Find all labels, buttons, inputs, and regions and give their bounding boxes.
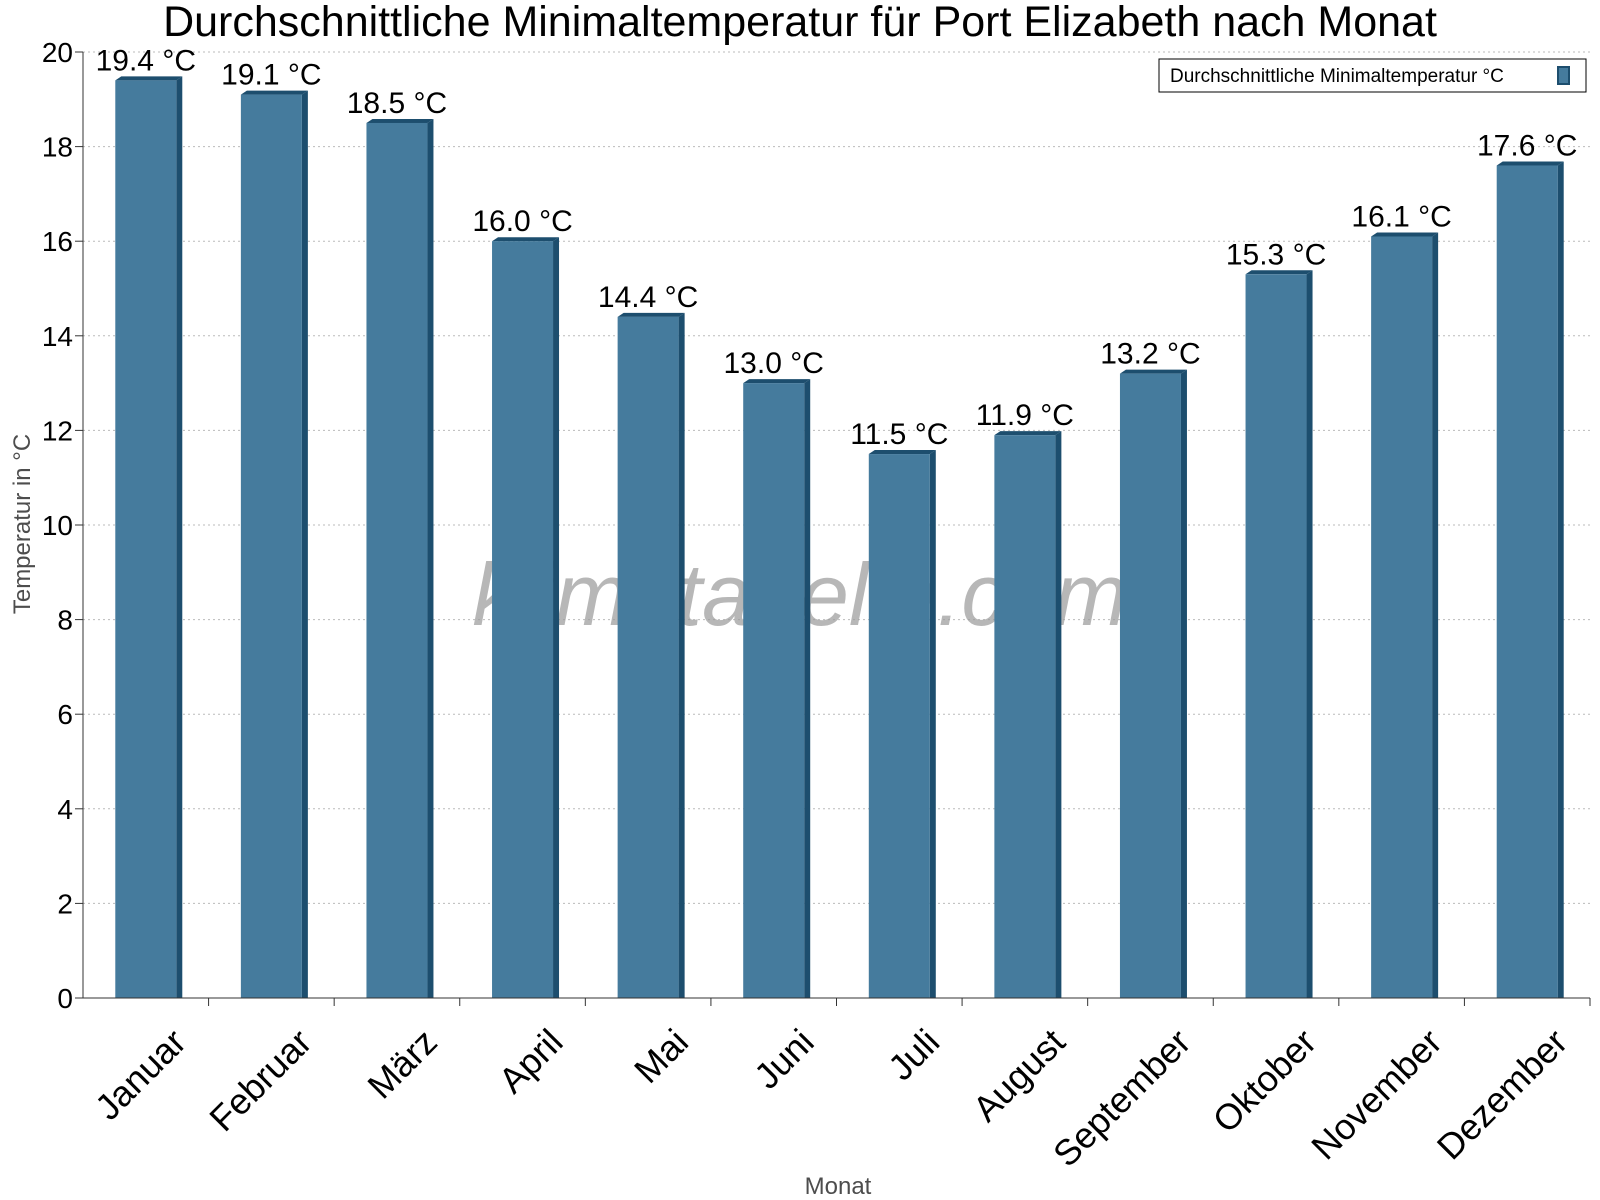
y-tick-label: 12 [42,415,73,446]
bar-side [1180,369,1187,998]
bar-juni [743,383,805,999]
x-tick-label: September [1045,1021,1199,1175]
y-tick-label: 0 [57,983,73,1014]
value-label: 13.2 °C [1100,338,1200,371]
value-label: 13.0 °C [724,347,824,380]
value-label: 19.4 °C [96,44,196,77]
bar-dezember [1496,165,1558,998]
bar-side [1557,161,1564,998]
legend-swatch [1557,66,1570,85]
y-tick-label: 14 [42,321,73,352]
y-tick-label: 8 [57,605,73,636]
bar-mai [617,316,679,998]
bar-side [929,450,936,998]
y-tick-label: 16 [42,226,73,257]
bar-top [115,76,183,81]
bar-top [1245,270,1313,275]
bar-juli [868,454,930,998]
y-tick-label: 2 [57,888,73,919]
bar-top [1119,369,1187,374]
legend-label: Durchschnittliche Minimaltemperatur °C [1170,66,1504,87]
y-tick-label: 18 [42,132,73,163]
value-label: 18.5 °C [347,87,447,120]
bar-top [617,312,685,317]
x-tick-label: April [491,1021,571,1101]
value-label: 19.1 °C [221,59,321,92]
y-tick-label: 6 [57,699,73,730]
value-label: 17.6 °C [1477,130,1577,163]
bar-november [1371,236,1433,999]
value-label: 14.4 °C [598,281,698,314]
bar-side [1306,270,1313,998]
x-tick-label: November [1303,1021,1449,1167]
value-label: 16.0 °C [472,205,572,238]
value-label: 11.9 °C [976,399,1074,432]
bar-august [994,435,1056,998]
bar-side [1432,232,1439,999]
bar-februar [240,94,302,998]
x-tick-label: Mai [626,1021,696,1091]
bars: 19.4 °C 19.1 °C 18.5 °C 16.0 °C 14.4 °C 13.0 … [96,44,1577,999]
x-tick-label: März [359,1021,445,1107]
bar-side [553,237,560,998]
bar-top [366,118,434,123]
bar-top [868,450,936,455]
value-label: 15.3 °C [1226,238,1326,271]
bar-top [1496,161,1564,166]
legend-box [1158,58,1587,93]
x-axis-title: Monat [805,1173,872,1200]
bar-top [240,90,308,95]
value-label: 16.1 °C [1351,200,1451,233]
value-label: 11.5 °C [850,418,948,451]
bar-side [427,118,434,998]
bar-top [994,431,1062,436]
x-tick-label: Juni [746,1021,822,1097]
grid-lines [83,51,1590,904]
x-tick-label: Dezember [1429,1021,1575,1167]
y-tick-label: 20 [42,37,73,68]
bar-side [678,312,685,998]
bar-side [301,90,308,998]
y-axis-title: Temperatur in °C [9,434,36,614]
bar-märz [366,122,428,998]
bar-top [1371,232,1439,237]
bar-side [804,379,811,999]
bar-september [1119,373,1181,998]
y-tick-label: 4 [57,794,73,825]
x-tick-label: Februar [201,1021,319,1139]
bar-oktober [1245,274,1307,998]
bar-side [176,76,183,998]
bar-top [743,379,811,384]
bar-top [492,237,560,242]
x-tick-label: Januar [87,1021,194,1128]
chart-title: Durchschnittliche Minimaltemperatur für … [163,0,1437,46]
legend: Durchschnittliche Minimaltemperatur °C [1158,58,1587,93]
x-tick-label: August [965,1021,1073,1129]
bar-side [1055,431,1062,998]
y-tick-label: 10 [42,510,73,541]
x-tick-label: Juli [880,1021,947,1088]
x-tick-label: Oktober [1204,1021,1324,1141]
bar-januar [115,80,177,998]
bar-april [492,241,554,998]
